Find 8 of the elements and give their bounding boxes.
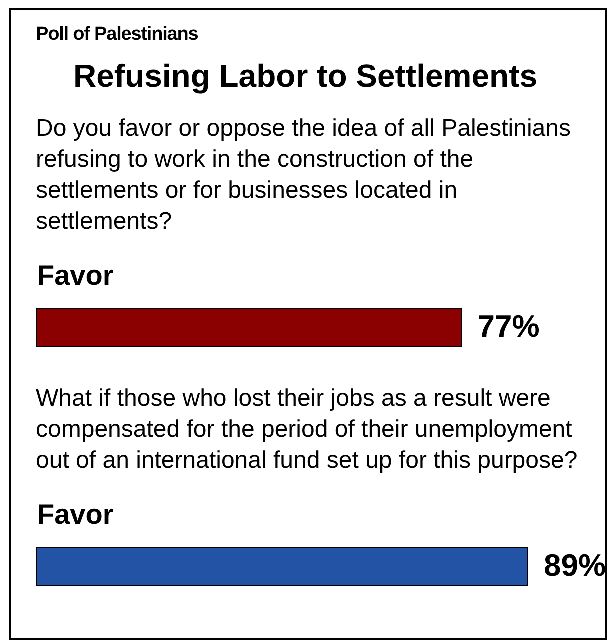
text: Poll of Palestinians: [36, 24, 200, 46]
chart-subtitle: Do you favor or oppose the idea of all Palestinians refusing to work in the construction of the settlements or for businesses located in settlements?: [36, 114, 572, 237]
chart-title: Refusing Labor to Settlements: [72, 57, 539, 95]
y-tick-label: Favor: [38, 260, 114, 290]
y-tick-label: Favor: [38, 498, 114, 530]
chart-subtitle: What if those who lost their jobs as a result were compensated for the period of their unemployment out of an international fund set up for this purpose?: [36, 384, 579, 476]
data-label: 77%: [478, 308, 540, 344]
data-label: 89%: [544, 548, 606, 582]
